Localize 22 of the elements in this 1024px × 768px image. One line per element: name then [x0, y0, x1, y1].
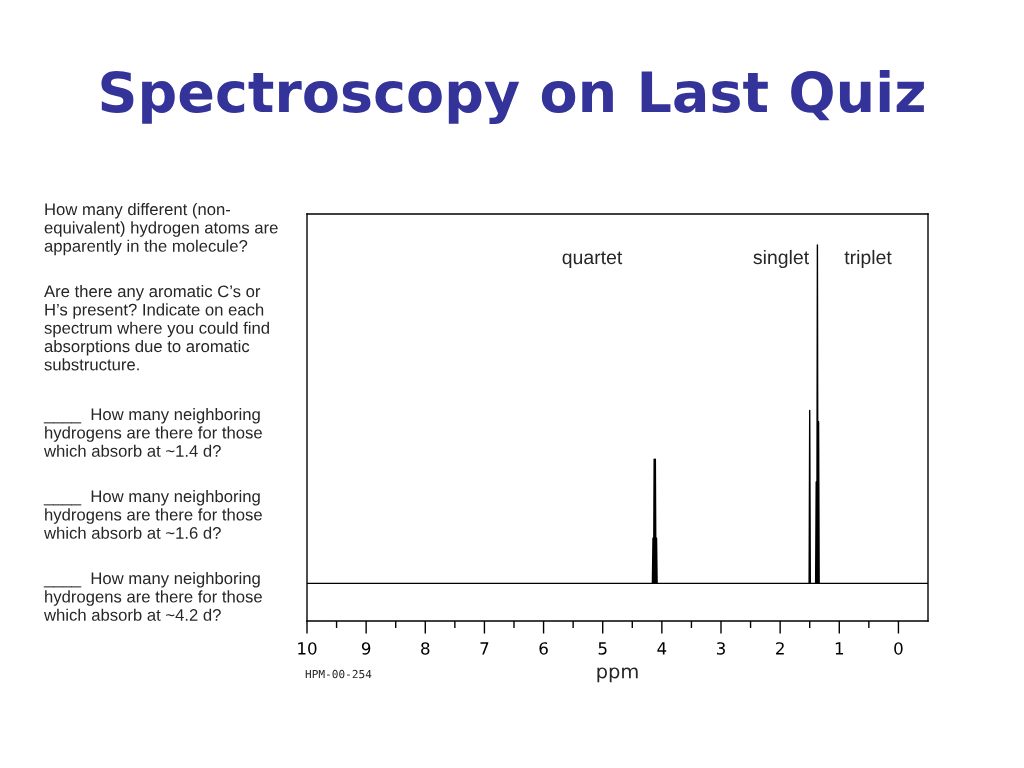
x-tick-label: 3 [716, 642, 725, 655]
text: How many different (non- equivalent) hydrogen atoms are apparently in the molecule? [44, 203, 278, 256]
x-tick-label: 9 [361, 642, 371, 655]
x-tick-label: 7 [480, 642, 489, 655]
text: ____ How many neighboring hydrogens are there for those which absorb at ~1.6 d? [43, 490, 262, 539]
annotation: triplet [844, 249, 892, 269]
x-tick-label: 5 [598, 642, 607, 655]
text: Are there any aromatic C’s or H’s present? Indicate on each spectrum where you could find absorptions due to aromatic substructure. [44, 285, 269, 371]
chart-title: Spectroscopy on Last Quiz [101, 69, 924, 125]
x-tick-label: 8 [421, 642, 430, 655]
text: ____ How many neighboring hydrogens are there for those which absorb at ~1.4 d? [43, 408, 262, 457]
x-tick-label: 1 [835, 642, 844, 655]
annotation: singlet [753, 249, 809, 269]
text: ____ How many neighboring hydrogens are there for those which absorb at ~4.2 d? [43, 572, 262, 621]
x-axis-title: ppm [597, 667, 638, 683]
x-tick-label: 6 [539, 642, 548, 655]
x-tick-label: 2 [776, 642, 784, 655]
text: HPM-00-254 [305, 669, 372, 679]
annotation: quartet [562, 251, 623, 269]
x-tick-label: 0 [894, 642, 903, 655]
x-tick-label: 4 [657, 642, 667, 655]
x-tick-label: 10 [298, 642, 317, 655]
